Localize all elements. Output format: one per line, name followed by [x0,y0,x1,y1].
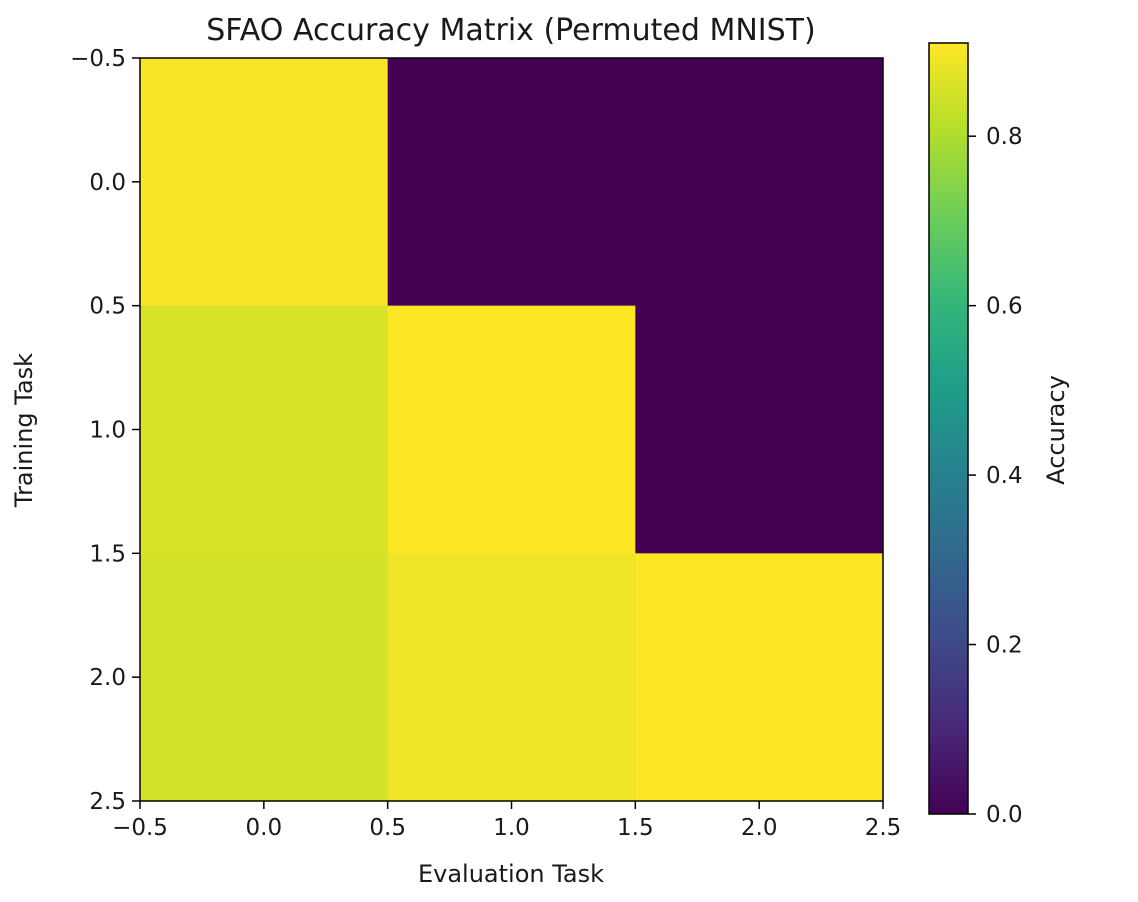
colorbar [928,42,969,815]
x-tick-label: 1.5 [617,815,654,841]
y-tick-label: 2.5 [89,789,126,815]
y-tick-label: 0.0 [89,170,126,196]
x-tick-label: −0.5 [112,815,168,841]
colorbar-tick-label: 0.8 [986,124,1023,150]
colorbar-tick-label: 0.6 [986,294,1023,320]
y-tick-label: 1.5 [89,541,126,567]
y-tick-label: 1.0 [89,418,126,444]
colorbar-frame [928,42,969,815]
colorbar-tick-label: 0.4 [986,463,1023,489]
y-axis-ticks: −0.5 0.0 0.5 1.0 1.5 2.0 2.5 [70,46,140,815]
x-tick-label: 0.0 [246,815,283,841]
colorbar-label: Accuracy [1042,375,1070,485]
x-axis-ticks: −0.5 0.0 0.5 1.0 1.5 2.0 2.5 [112,801,901,841]
x-axis-label: Evaluation Task [418,860,604,888]
heatmap-cell-r2-c0 [140,553,389,802]
x-tick-label: 1.0 [493,815,530,841]
heatmap-cell-r0-c1 [387,58,636,307]
y-tick-label: 0.5 [89,294,126,320]
heatmap-cell-r0-c0 [140,58,389,307]
heatmap-cells [140,58,884,802]
x-tick-label: 2.5 [865,815,902,841]
heatmap-cell-r2-c1 [387,553,636,802]
heatmap-cell-r1-c1 [387,305,636,554]
heatmap-cell-r1-c0 [140,305,389,554]
colorbar-tick-label: 0.2 [986,633,1023,659]
colorbar-ticks: 0.0 0.2 0.4 0.6 0.8 [968,124,1023,828]
y-axis-label: Training Task [10,353,38,508]
heatmap-cell-r0-c2 [635,58,884,307]
y-tick-label: −0.5 [70,46,126,72]
colorbar-tick-label: 0.0 [986,802,1023,828]
x-tick-label: 2.0 [741,815,778,841]
heatmap-cell-r1-c2 [635,305,884,554]
colorbar-gradient [929,43,968,814]
heatmap-cell-r2-c2 [635,553,884,802]
x-tick-label: 0.5 [369,815,406,841]
y-tick-label: 2.0 [89,665,126,691]
chart-title: SFAO Accuracy Matrix (Permuted MNIST) [206,13,815,48]
